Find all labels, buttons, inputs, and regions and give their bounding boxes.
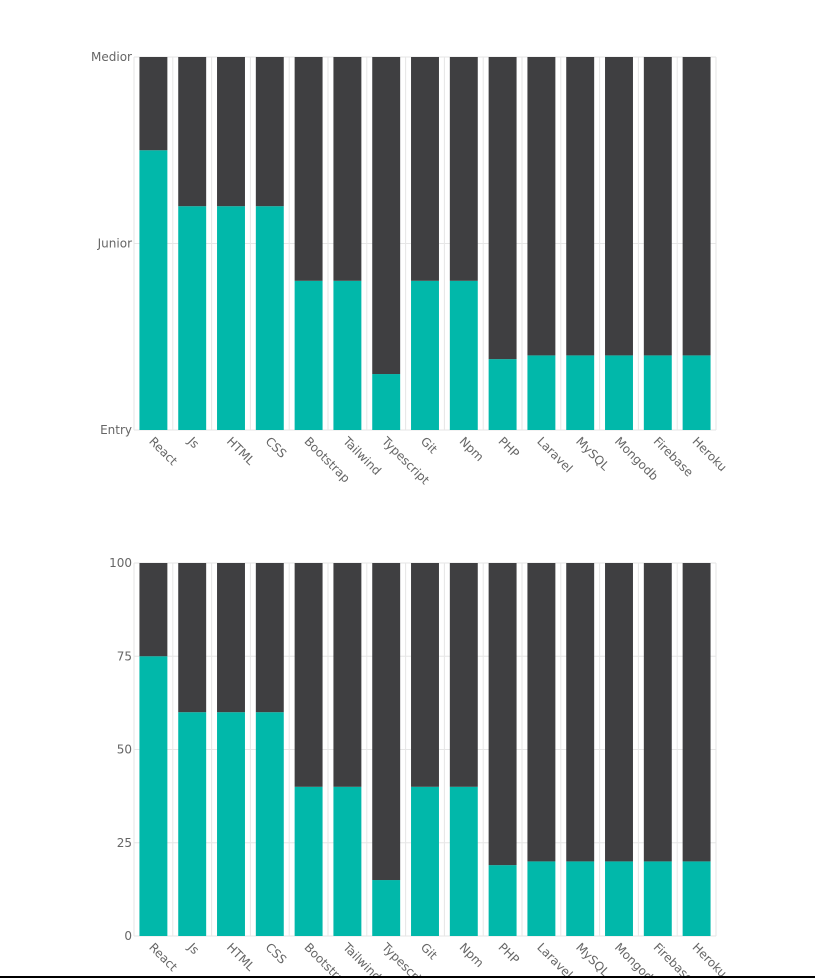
bar-segment (294, 57, 323, 281)
y-tick-label: 25 (117, 836, 132, 850)
x-tick-label: CSS (263, 434, 290, 461)
x-tick-label: Js (184, 940, 202, 958)
x-tick-label: Npm (457, 940, 487, 970)
bar-segment (411, 57, 439, 281)
bar-segment (139, 656, 168, 936)
x-tick-label: Npm (457, 434, 487, 464)
bar-segment (372, 880, 401, 936)
x-tick-label: MySQL (573, 940, 612, 979)
bar-segment (527, 861, 556, 936)
bar-segment (527, 57, 556, 356)
bar-segment (643, 861, 672, 936)
bar-segment (449, 57, 478, 281)
bar-segment (372, 374, 401, 430)
bar-segment (178, 57, 207, 207)
x-tick-label: React (146, 434, 180, 468)
y-tick-label: Junior (97, 237, 132, 251)
bar-segment (217, 206, 245, 430)
bar-segment (682, 563, 711, 862)
bar-segment (372, 57, 401, 375)
bar-segment (411, 280, 439, 430)
bar-segment (294, 786, 323, 936)
bar-segment (643, 355, 672, 430)
bar-segment (566, 355, 595, 430)
x-tick-label: Firebase (651, 940, 696, 979)
bar-segment (178, 206, 207, 430)
x-tick-label: Laravel (534, 434, 575, 475)
x-tick-label: HTML (224, 434, 258, 468)
bar-segment (488, 57, 517, 360)
y-tick-label: Medior (91, 50, 132, 64)
bar-segment (566, 861, 595, 936)
y-tick-label: 75 (117, 649, 132, 663)
bar-segment (566, 57, 595, 356)
bar-segment (411, 563, 439, 787)
bar-segment (139, 563, 168, 657)
x-tick-label: PHP (495, 940, 522, 967)
x-tick-label: Git (418, 434, 440, 456)
x-tick-label: Git (418, 940, 440, 962)
x-labels: React Js HTML CSS BootstrapTailwindTypescrip… (146, 940, 729, 979)
bar-segment (139, 57, 168, 151)
x-tick-label: Js (184, 434, 202, 452)
x-tick-label: CSS (263, 940, 290, 967)
x-tick-label: Heroku (689, 940, 729, 979)
y-tick-label: Entry (100, 423, 132, 437)
x-tick-label: MySQL (573, 434, 612, 473)
y-tick-label: 50 (117, 743, 132, 757)
y-tick-label: 0 (124, 929, 132, 943)
bar-segment (449, 563, 478, 787)
bar-segment (682, 355, 711, 430)
x-tick-label: PHP (495, 434, 522, 461)
bar-segment (682, 861, 711, 936)
bar-segment (333, 57, 362, 281)
bar-segment (333, 280, 362, 430)
x-labels: React Js HTML CSS BootstrapTailwindTypescrip… (146, 434, 727, 488)
bar-segment (527, 355, 556, 430)
bar-segment (488, 865, 517, 936)
bar-segment (255, 712, 284, 936)
bar-segment (449, 280, 478, 430)
bar-segment (294, 280, 323, 430)
bar-segment (333, 563, 362, 787)
x-tick-label: Tailwind (340, 940, 384, 979)
bar-segment (217, 57, 245, 207)
bar-segment (527, 563, 556, 862)
bar-segment (643, 57, 672, 356)
y-tick-label: 100 (109, 556, 132, 570)
bar-segment (178, 563, 207, 713)
bar-segment (217, 712, 245, 936)
x-tick-label: React (146, 940, 180, 974)
bar-segment (605, 861, 633, 936)
x-tick-label: Laravel (534, 940, 575, 979)
bar-segment (294, 563, 323, 787)
bar-segment (488, 359, 517, 430)
bar-segment (411, 786, 439, 936)
bar-segment (566, 563, 595, 862)
bar-segment (255, 57, 284, 207)
bar-segment (139, 150, 168, 430)
bar-segment (605, 57, 633, 356)
bar-segment (488, 563, 517, 866)
bar-segment (605, 563, 633, 862)
bar-segment (372, 563, 401, 881)
bar-segment (605, 355, 633, 430)
bar-segment (643, 563, 672, 862)
bar-segment (178, 712, 207, 936)
bar-segment (333, 786, 362, 936)
x-tick-label: HTML (224, 940, 258, 974)
bar-segment (255, 563, 284, 713)
bar-segment (682, 57, 711, 356)
bar-segment (449, 786, 478, 936)
bar-segment (255, 206, 284, 430)
bar-segment (217, 563, 245, 713)
